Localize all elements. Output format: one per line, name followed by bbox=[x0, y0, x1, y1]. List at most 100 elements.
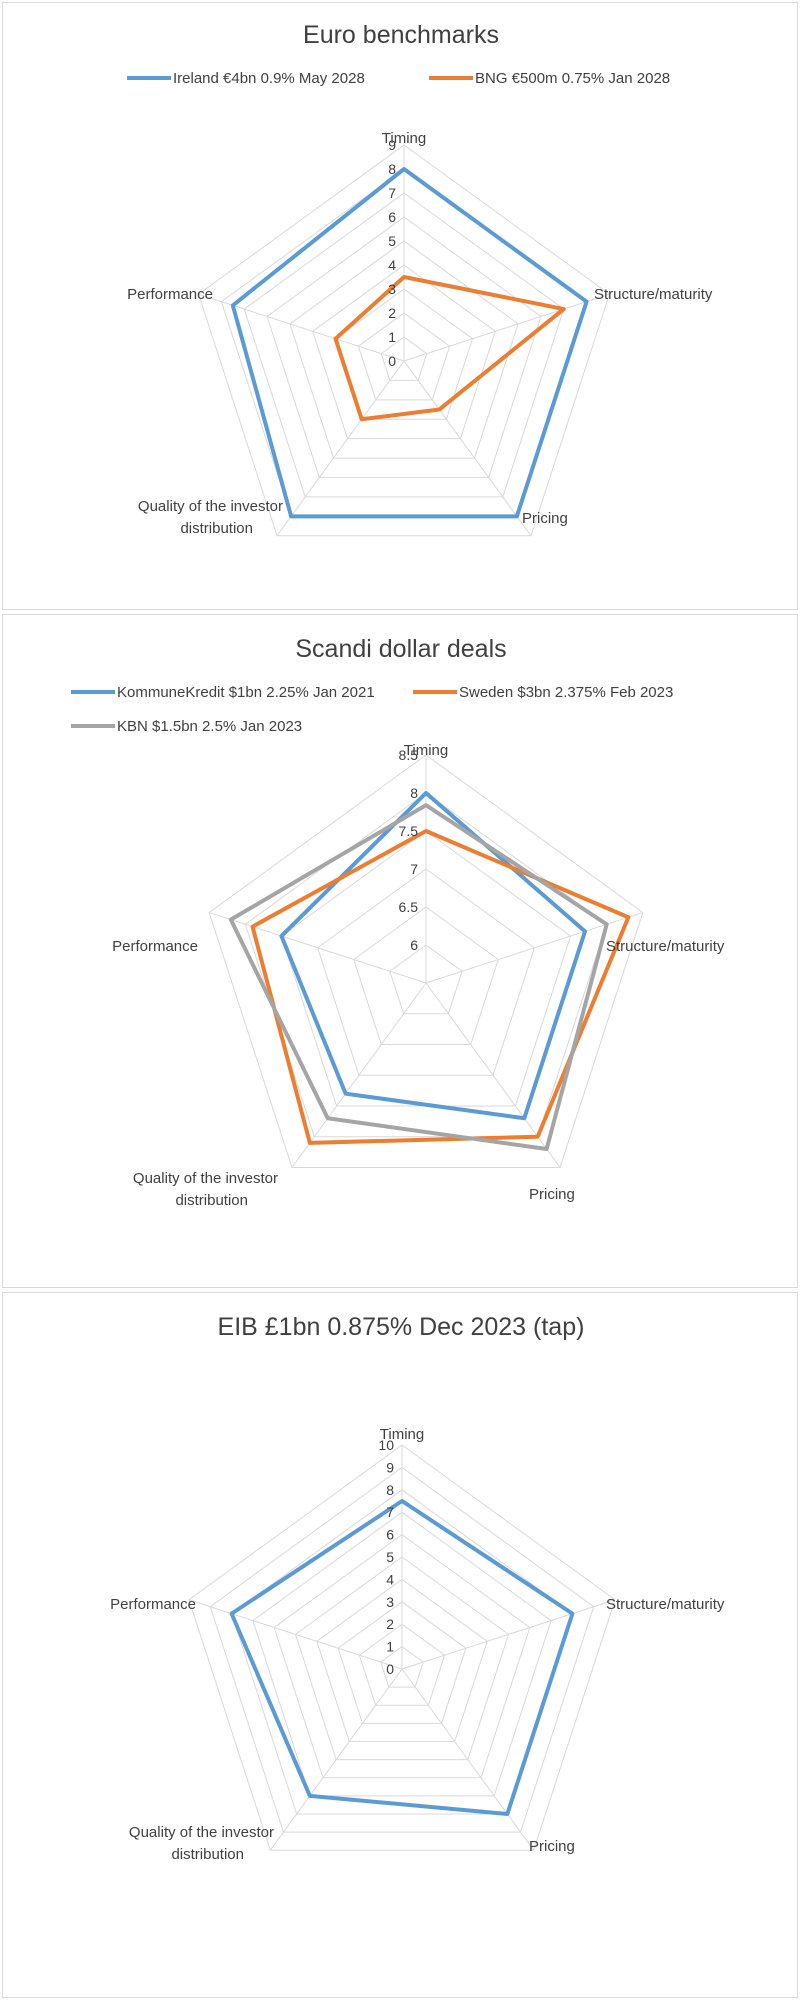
tick-label: 10 bbox=[378, 1437, 394, 1453]
axis-label: Pricing bbox=[529, 1186, 575, 1203]
tick-label: 7 bbox=[388, 185, 396, 201]
grid-ring bbox=[316, 1578, 488, 1742]
series-line-0 bbox=[230, 167, 589, 519]
axis-label: Quality of the investor distribution bbox=[133, 1170, 278, 1209]
tick-label: 4 bbox=[388, 257, 396, 273]
axis-label: Structure/maturity bbox=[606, 1596, 725, 1613]
axis-label: Timing bbox=[380, 1426, 424, 1443]
series-group bbox=[229, 1499, 575, 1816]
series-line-0 bbox=[229, 1499, 575, 1816]
grid-ring bbox=[353, 906, 499, 1045]
axis-label: Performance bbox=[112, 938, 198, 955]
tick-label: 8 bbox=[410, 785, 418, 801]
tick-label: 6 bbox=[386, 1527, 394, 1543]
grid-ring bbox=[294, 1556, 510, 1761]
axis-spoke bbox=[401, 1668, 535, 1851]
grid-ring bbox=[312, 264, 496, 440]
tick-label: 2 bbox=[388, 305, 396, 321]
chart-title: Scandi dollar deals bbox=[295, 635, 506, 663]
legend-entry: Ireland €4bn 0.9% May 2028 bbox=[173, 70, 365, 87]
tick-label: 5 bbox=[386, 1549, 394, 1565]
tick-label: 2 bbox=[386, 1616, 394, 1632]
tick-label: 4 bbox=[386, 1571, 394, 1587]
series-line-2 bbox=[228, 803, 609, 1152]
grid-ring bbox=[289, 240, 519, 459]
tick-label: 5 bbox=[388, 233, 396, 249]
grid-ring bbox=[209, 1466, 595, 1833]
legend-entry: KBN $1.5bn 2.5% Jan 2023 bbox=[117, 718, 302, 735]
legend: Ireland €4bn 0.9% May 2028 BNG €500m 0.75… bbox=[127, 70, 670, 87]
tick-label: 9 bbox=[386, 1459, 394, 1475]
axis-label: Structure/maturity bbox=[594, 286, 713, 303]
tick-label: 3 bbox=[386, 1594, 394, 1610]
axis-labels: Timing Structure/maturity Pricing Quality o… bbox=[127, 130, 713, 537]
series-group bbox=[228, 791, 631, 1152]
legend-entry: Sweden $3bn 2.375% Feb 2023 bbox=[459, 684, 673, 701]
grid-ring bbox=[380, 1645, 424, 1688]
tick-label: 9 bbox=[388, 137, 396, 153]
series-line-1 bbox=[250, 829, 631, 1145]
tick-label: 7 bbox=[410, 861, 418, 877]
axis-label: Quality of the investor distribution bbox=[138, 498, 283, 537]
tick-labels: 6 6.5 7 7.5 8 8.5 bbox=[399, 747, 419, 953]
chart-title: EIB £1bn 0.875% Dec 2023 (tap) bbox=[218, 1313, 585, 1341]
tick-label: 8.5 bbox=[399, 747, 419, 763]
axis-label: Pricing bbox=[522, 510, 568, 527]
axis-spoke bbox=[403, 293, 610, 362]
radar-grid bbox=[197, 144, 611, 537]
grid-ring bbox=[243, 192, 565, 498]
grid-ring bbox=[380, 336, 428, 381]
grid-ring bbox=[197, 144, 611, 537]
grid-ring bbox=[252, 1511, 552, 1797]
legend-entry: BNG €500m 0.75% Jan 2028 bbox=[475, 70, 670, 87]
series-line-0 bbox=[279, 791, 588, 1121]
grid-ring bbox=[358, 1623, 446, 1706]
axis-spoke bbox=[403, 360, 532, 537]
tick-label: 6.5 bbox=[399, 899, 419, 915]
grid-ring bbox=[188, 1444, 616, 1851]
axis-spoke bbox=[209, 912, 427, 984]
axis-label: Pricing bbox=[529, 1838, 575, 1855]
tick-label: 0 bbox=[386, 1661, 394, 1677]
grid-ring bbox=[273, 1533, 531, 1779]
tick-label: 7 bbox=[386, 1504, 394, 1520]
series-group bbox=[230, 167, 589, 519]
tick-label: 6 bbox=[388, 209, 396, 225]
legend-entry: KommuneKredit $1bn 2.25% Jan 2021 bbox=[117, 684, 375, 701]
tick-label: 1 bbox=[388, 329, 396, 345]
axis-spoke bbox=[276, 360, 405, 537]
radar-grid bbox=[188, 1444, 616, 1851]
legend: KommuneKredit $1bn 2.25% Jan 2021 Sweden … bbox=[71, 684, 673, 735]
series-line-1 bbox=[333, 275, 566, 422]
grid-ring bbox=[316, 868, 536, 1076]
scandi-dollar-deals-panel: Scandi dollar deals 6 6.5 7 7.5 8 8.5 Timing St… bbox=[2, 614, 798, 1288]
grid-ring bbox=[357, 312, 451, 401]
tick-label: 7.5 bbox=[399, 823, 419, 839]
axis-spoke bbox=[269, 1668, 403, 1851]
axis-spoke bbox=[401, 1599, 616, 1670]
tick-label: 8 bbox=[386, 1482, 394, 1498]
tick-label: 3 bbox=[388, 281, 396, 297]
grid-ring bbox=[208, 754, 644, 1168]
euro-benchmarks-panel: Euro benchmarks 0 1 2 3 4 5 6 7 8 9 Timing Structur… bbox=[2, 2, 798, 610]
eib-tap-panel: EIB £1bn 0.875% Dec 2023 (tap) 0 1 2 3 4 5 6 7 8… bbox=[2, 1292, 798, 1998]
grid-ring bbox=[389, 944, 463, 1015]
tick-labels: 0 1 2 3 4 5 6 7 8 9 bbox=[388, 137, 396, 369]
axis-labels: Timing Structure/maturity Pricing Quality o… bbox=[110, 1426, 725, 1863]
axis-spoke bbox=[188, 1599, 403, 1670]
axis-label: Quality of the investor distribution bbox=[129, 1824, 274, 1863]
tick-label: 0 bbox=[388, 353, 396, 369]
axis-label: Timing bbox=[382, 130, 426, 147]
axis-label: Performance bbox=[127, 286, 213, 303]
axis-label: Timing bbox=[404, 742, 448, 759]
axis-spoke bbox=[291, 982, 427, 1168]
tick-label: 1 bbox=[386, 1639, 394, 1655]
tick-label: 6 bbox=[410, 937, 418, 953]
axis-label: Performance bbox=[110, 1596, 196, 1613]
axis-labels: Timing Structure/maturity Pricing Quality o… bbox=[112, 742, 725, 1209]
tick-labels: 0 1 2 3 4 5 6 7 8 9 10 bbox=[378, 1437, 394, 1677]
axis-label: Structure/maturity bbox=[606, 938, 725, 955]
